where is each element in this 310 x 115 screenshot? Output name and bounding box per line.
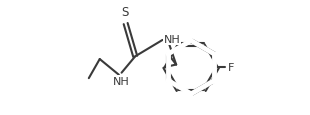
Text: NH: NH: [164, 35, 180, 45]
Text: F: F: [228, 63, 234, 73]
Text: NH: NH: [113, 76, 129, 86]
Text: S: S: [121, 6, 129, 19]
